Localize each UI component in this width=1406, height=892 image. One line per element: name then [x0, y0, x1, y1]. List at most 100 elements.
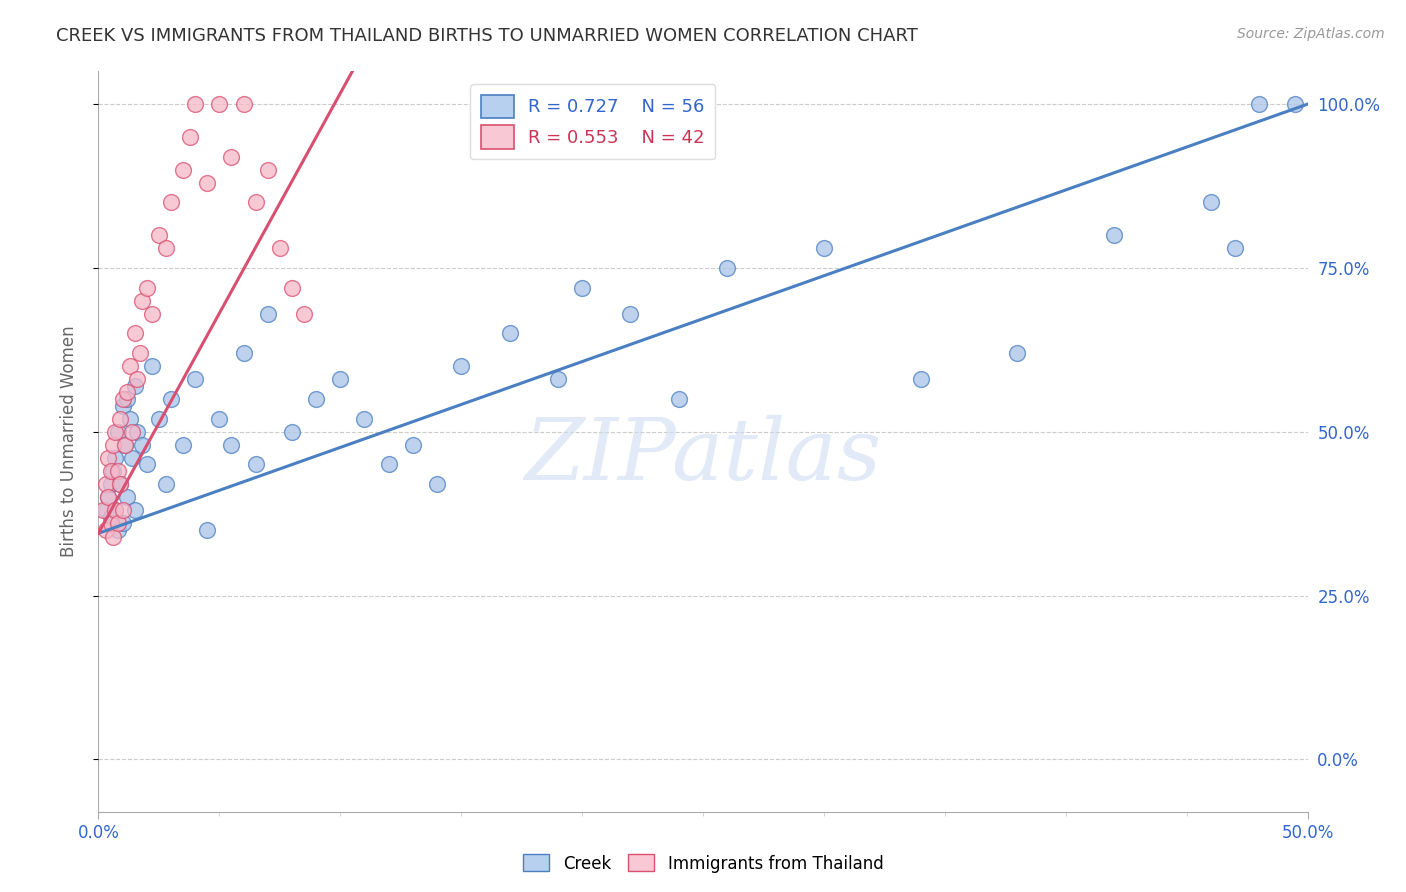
Point	[108, 477, 131, 491]
Point	[668, 392, 690, 406]
Point	[124, 326, 146, 341]
Point	[100, 464, 122, 478]
Point	[127, 425, 149, 439]
Point	[1007, 346, 1029, 360]
Point	[208, 97, 231, 112]
Point	[135, 280, 157, 294]
Point	[172, 438, 194, 452]
Point	[426, 477, 449, 491]
Point	[269, 241, 291, 255]
Point	[1102, 228, 1125, 243]
Point	[716, 260, 738, 275]
Point	[221, 438, 243, 452]
Text: ZIPatlas: ZIPatlas	[524, 415, 882, 498]
Point	[245, 458, 267, 472]
Point	[124, 503, 146, 517]
Point	[117, 385, 139, 400]
Point	[232, 346, 254, 360]
Point	[305, 392, 328, 406]
Y-axis label: Births to Unmarried Women: Births to Unmarried Women	[59, 326, 77, 558]
Point	[107, 464, 129, 478]
Point	[232, 97, 254, 112]
Point	[131, 293, 153, 308]
Point	[100, 477, 122, 491]
Point	[108, 477, 131, 491]
Point	[101, 438, 124, 452]
Point	[111, 503, 134, 517]
Point	[124, 379, 146, 393]
Point	[155, 241, 177, 255]
Point	[353, 411, 375, 425]
Point	[256, 162, 278, 177]
Point	[94, 503, 117, 517]
Point	[281, 280, 304, 294]
Point	[104, 503, 127, 517]
Point	[179, 129, 201, 144]
Point	[910, 372, 932, 386]
Point	[160, 195, 183, 210]
Point	[97, 450, 120, 465]
Point	[377, 458, 399, 472]
Point	[114, 438, 136, 452]
Point	[91, 503, 114, 517]
Point	[184, 372, 207, 386]
Point	[245, 195, 267, 210]
Point	[256, 307, 278, 321]
Text: Source: ZipAtlas.com: Source: ZipAtlas.com	[1237, 27, 1385, 41]
Point	[118, 359, 141, 374]
Point	[97, 490, 120, 504]
Point	[107, 425, 129, 439]
Legend: R = 0.727    N = 56, R = 0.553    N = 42: R = 0.727 N = 56, R = 0.553 N = 42	[470, 84, 716, 160]
Point	[94, 523, 117, 537]
Point	[172, 162, 194, 177]
Point	[221, 149, 243, 163]
Point	[104, 425, 127, 439]
Point	[402, 438, 425, 452]
Point	[121, 425, 143, 439]
Point	[101, 530, 124, 544]
Legend: Creek, Immigrants from Thailand: Creek, Immigrants from Thailand	[516, 847, 890, 880]
Point	[619, 307, 641, 321]
Point	[117, 392, 139, 406]
Point	[1199, 195, 1222, 210]
Point	[813, 241, 835, 255]
Point	[104, 503, 127, 517]
Point	[131, 438, 153, 452]
Point	[114, 438, 136, 452]
Point	[571, 280, 593, 294]
Point	[97, 490, 120, 504]
Point	[208, 411, 231, 425]
Text: CREEK VS IMMIGRANTS FROM THAILAND BIRTHS TO UNMARRIED WOMEN CORRELATION CHART: CREEK VS IMMIGRANTS FROM THAILAND BIRTHS…	[56, 27, 918, 45]
Point	[135, 458, 157, 472]
Point	[100, 516, 122, 531]
Point	[160, 392, 183, 406]
Point	[128, 346, 150, 360]
Point	[141, 307, 163, 321]
Point	[118, 411, 141, 425]
Point	[281, 425, 304, 439]
Point	[450, 359, 472, 374]
Point	[111, 516, 134, 531]
Point	[1284, 97, 1306, 112]
Point	[100, 509, 122, 524]
Point	[148, 411, 170, 425]
Point	[195, 176, 218, 190]
Point	[108, 411, 131, 425]
Point	[1223, 241, 1246, 255]
Point	[141, 359, 163, 374]
Point	[127, 372, 149, 386]
Point	[111, 399, 134, 413]
Point	[329, 372, 352, 386]
Point	[121, 450, 143, 465]
Point	[184, 97, 207, 112]
Point	[107, 523, 129, 537]
Point	[101, 464, 124, 478]
Point	[498, 326, 520, 341]
Point	[195, 523, 218, 537]
Point	[148, 228, 170, 243]
Point	[104, 450, 127, 465]
Point	[155, 477, 177, 491]
Point	[547, 372, 569, 386]
Point	[292, 307, 315, 321]
Point	[117, 490, 139, 504]
